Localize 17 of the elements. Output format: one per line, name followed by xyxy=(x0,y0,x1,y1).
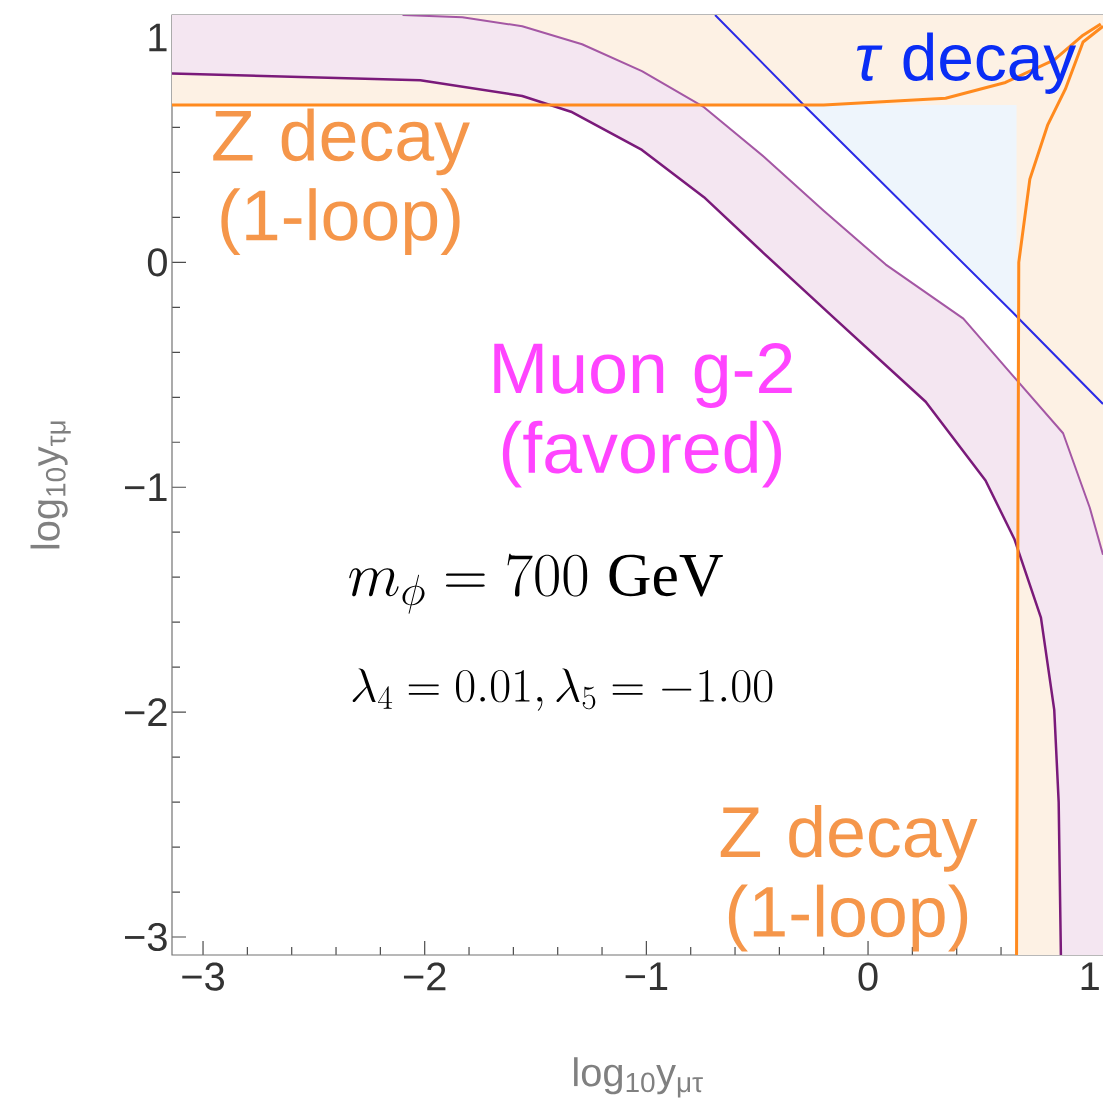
y-tick-label: 0 xyxy=(147,248,167,277)
annotation: Muon g-2 (favored) xyxy=(494,342,792,488)
annotation: $m_\phi = 700\ \mathrm{GeV}$ xyxy=(349,553,723,614)
band-label: Z decay (1-loop) xyxy=(213,108,470,256)
x-tick-label: 1 xyxy=(1081,962,1099,990)
y-axis-title: log$_{10}$y$_{τμ}$ xyxy=(30,421,71,549)
x-tick-label: −1 xyxy=(625,962,668,990)
y-tick-label: −2 xyxy=(125,698,167,727)
x-tick-label: 0 xyxy=(858,962,878,991)
x-tick-label: −2 xyxy=(403,962,446,991)
y-tick-label: −3 xyxy=(125,922,167,952)
y-tick-label: 1 xyxy=(149,23,167,52)
x-tick-label: −3 xyxy=(182,962,224,991)
x-axis-title: log$_{10}$y$_{μτ}$ xyxy=(574,1057,703,1098)
annotation: $\lambda_4 = 0.01, \lambda_5 = -1.00$ xyxy=(352,668,773,711)
y-tick-label: −1 xyxy=(125,473,167,501)
band-label: Z decay (1-loop) xyxy=(720,804,978,952)
